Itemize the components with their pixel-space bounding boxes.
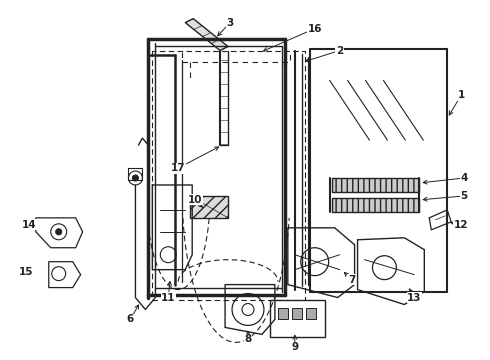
- Bar: [292, 307, 302, 319]
- Circle shape: [56, 229, 62, 235]
- Text: 1: 1: [458, 90, 465, 100]
- Bar: [332, 178, 419, 192]
- Text: 10: 10: [188, 195, 202, 205]
- Text: 11: 11: [161, 293, 175, 302]
- Text: 3: 3: [226, 18, 234, 28]
- Text: 15: 15: [19, 267, 33, 276]
- Text: 7: 7: [348, 275, 355, 285]
- Text: 4: 4: [461, 173, 468, 183]
- Bar: [190, 196, 228, 218]
- Text: 13: 13: [407, 293, 421, 302]
- Bar: [278, 307, 288, 319]
- Bar: [332, 198, 419, 212]
- Text: 8: 8: [245, 334, 251, 345]
- Bar: [270, 300, 325, 337]
- Text: 17: 17: [171, 163, 186, 173]
- Text: 6: 6: [127, 314, 134, 324]
- Text: 12: 12: [454, 220, 468, 230]
- Text: 2: 2: [336, 45, 343, 55]
- Circle shape: [132, 175, 138, 181]
- Text: 9: 9: [291, 342, 298, 352]
- Text: 16: 16: [308, 24, 322, 33]
- Bar: [306, 307, 316, 319]
- Text: 5: 5: [461, 191, 468, 201]
- Polygon shape: [185, 19, 228, 50]
- Text: 14: 14: [22, 220, 36, 230]
